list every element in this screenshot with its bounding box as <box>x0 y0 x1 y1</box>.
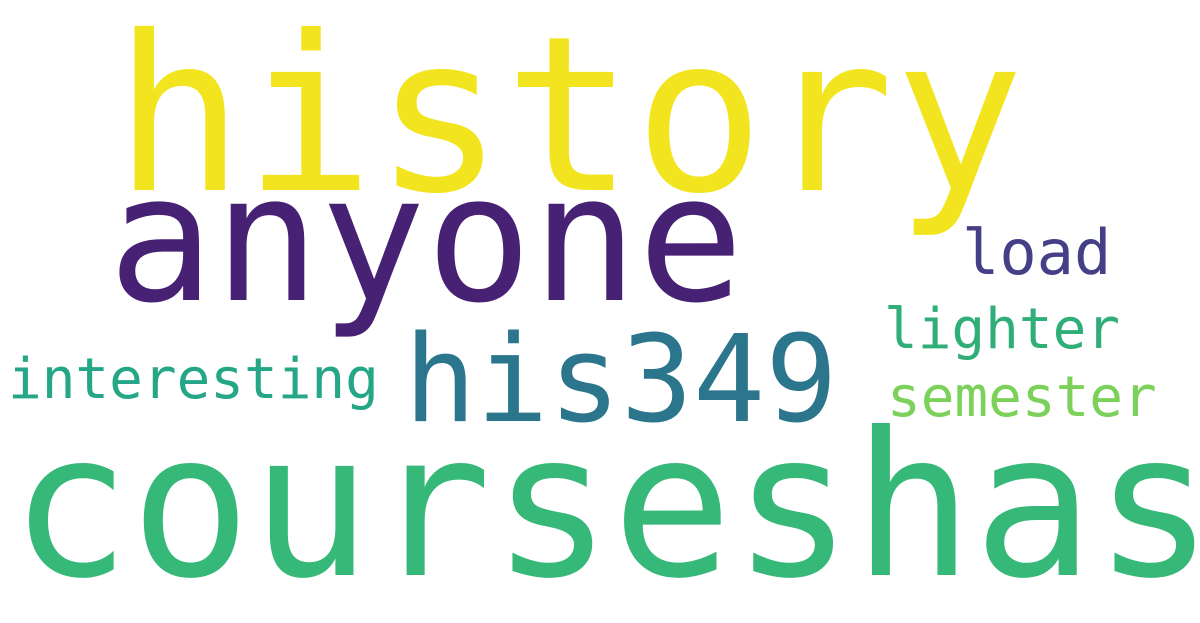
word-load: load <box>962 216 1112 289</box>
word-anyone: anyone <box>108 137 744 342</box>
word-history: history <box>114 0 1025 241</box>
word-interesting: interesting <box>8 347 379 412</box>
word-his349: his349 <box>404 311 838 450</box>
word-courseshas: courseshas <box>10 390 1200 623</box>
word-cloud: history anyone his349 courseshas load li… <box>8 0 1200 607</box>
word-lighter: lighter <box>884 297 1121 362</box>
word-semester: semester <box>887 365 1157 430</box>
